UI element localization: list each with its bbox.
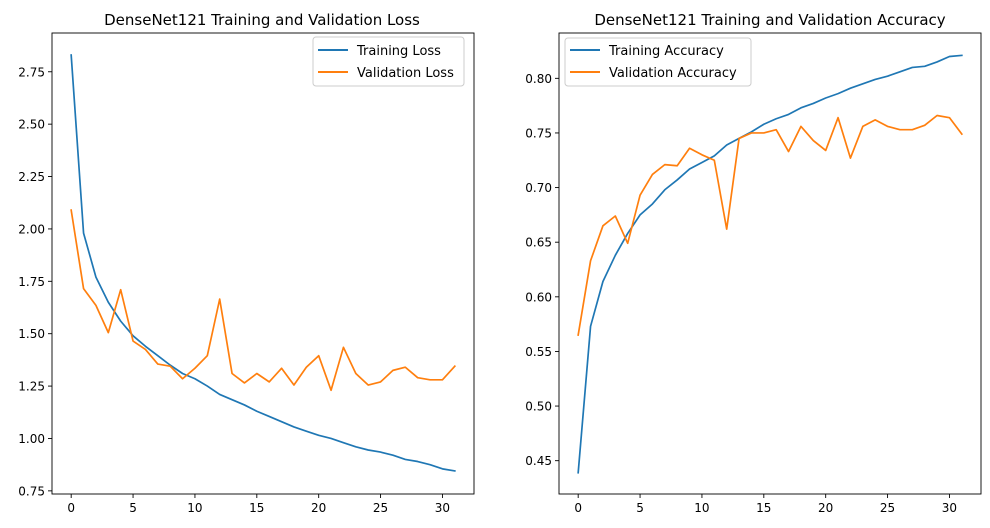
y-tick-label: 0.75 <box>525 126 552 140</box>
plot-area: 0 5 10 15 20 25 30 0.75 1.00 1.25 1.50 1.75 2.00 2.25… <box>18 32 475 515</box>
legend: Training Accuracy Validation Accuracy <box>564 37 752 87</box>
series-line-training-accuracy <box>577 54 963 474</box>
x-tick-label: 25 <box>880 501 895 515</box>
x-tick-label: 5 <box>129 501 137 515</box>
y-tick-label: 1.00 <box>18 432 45 446</box>
y-tick-label: 2.00 <box>18 222 45 236</box>
chart-title: DenseNet121 Training and Validation Accu… <box>594 11 945 29</box>
x-tick-label: 5 <box>636 501 644 515</box>
legend: Training Loss Validation Loss <box>312 36 465 87</box>
y-tick-label: 0.55 <box>525 345 552 359</box>
accuracy-chart: DenseNet121 Training and Validation Accu… <box>525 11 982 515</box>
plot-area: 0 5 10 15 20 25 30 0.45 0.50 0.55 0.60 0.65 0.70 0.75… <box>525 32 982 515</box>
y-tick-label: 1.50 <box>18 327 45 341</box>
legend-frame <box>564 37 752 87</box>
y-tick-label: 2.50 <box>18 118 45 132</box>
chart-title: DenseNet121 Training and Validation Loss <box>104 11 420 29</box>
legend-label-training-loss: Training Loss <box>356 44 441 59</box>
series-line-training-loss <box>70 54 456 472</box>
series-line-validation-accuracy <box>577 114 964 337</box>
y-tick-label: 0.75 <box>18 484 45 498</box>
x-tick-label: 0 <box>67 501 75 515</box>
y-tick-label: 0.45 <box>525 454 552 468</box>
y-tick-label: 0.70 <box>525 181 552 195</box>
y-tick-label: 0.65 <box>525 236 552 250</box>
legend-label-training-accuracy: Training Accuracy <box>608 44 724 59</box>
y-tick-label: 2.25 <box>18 170 45 184</box>
x-tick-label: 20 <box>311 501 326 515</box>
y-tick-label: 0.80 <box>525 72 552 86</box>
y-tick-label: 0.60 <box>525 290 552 304</box>
x-tick-label: 30 <box>942 501 957 515</box>
y-tick-label: 1.25 <box>18 380 45 394</box>
y-tick-label: 2.75 <box>18 65 45 79</box>
legend-label-validation-accuracy: Validation Accuracy <box>609 66 737 81</box>
x-tick-label: 10 <box>694 501 709 515</box>
x-tick-label: 10 <box>187 501 202 515</box>
y-tick-label: 1.75 <box>18 275 45 289</box>
legend-frame <box>312 36 465 87</box>
series-line-validation-loss <box>70 209 457 392</box>
x-tick-label: 25 <box>373 501 388 515</box>
x-tick-label: 15 <box>249 501 264 515</box>
x-tick-label: 30 <box>435 501 450 515</box>
y-tick-label: 0.50 <box>525 400 552 414</box>
x-tick-label: 0 <box>574 501 582 515</box>
axes-frame <box>51 32 475 495</box>
x-tick-label: 20 <box>818 501 833 515</box>
loss-chart: DenseNet121 Training and Validation Loss… <box>18 11 475 515</box>
axes-frame <box>558 32 982 495</box>
x-tick-label: 15 <box>756 501 771 515</box>
legend-label-validation-loss: Validation Loss <box>357 66 454 81</box>
